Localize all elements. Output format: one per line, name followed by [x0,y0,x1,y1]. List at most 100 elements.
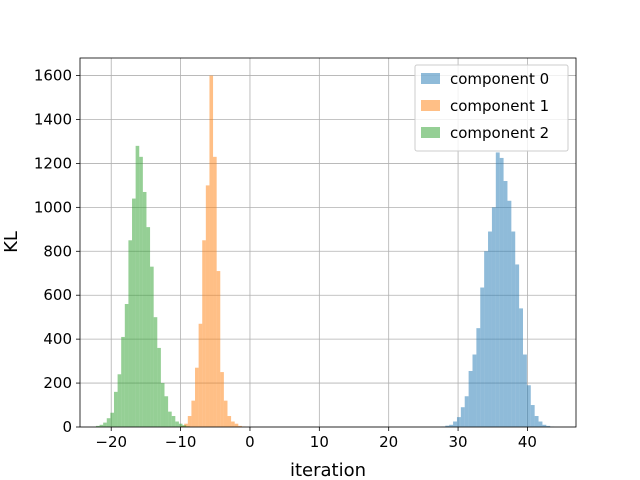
histogram-bar [453,421,457,427]
histogram-bar [213,156,217,427]
histogram-bar [132,198,136,427]
histogram-bars [95,75,555,428]
histogram-bar [445,425,450,427]
histogram-bar [480,287,485,427]
histogram-bar [530,405,535,427]
histogram-bar [507,200,512,427]
histogram-bar [202,240,206,427]
histogram-bar [220,372,224,427]
histogram-bar [103,422,107,427]
histogram-bar [515,264,520,427]
y-tick-label: 600 [43,286,72,304]
plot-frame [79,57,577,428]
histogram-bar [460,407,465,427]
legend-swatch-component-0 [421,73,440,84]
histogram-bar [534,416,539,427]
x-tick-label: 30 [449,433,468,451]
y-tick-label: 1400 [34,111,72,129]
histogram-bar [484,251,489,427]
legend-frame [414,64,569,152]
histogram-bar [472,354,477,427]
x-axis-ticks: −20 −10 0 10 20 30 40 [95,427,537,451]
legend-swatch-component-1 [421,100,440,111]
x-axis-label: iteration [290,460,366,480]
histogram-bar [495,152,500,428]
histogram-bar [198,323,203,427]
histogram-bar [216,271,221,427]
y-tick-label: 400 [43,330,72,348]
histogram-bar [526,385,531,427]
histogram-bar [223,400,228,427]
histogram-bar [187,416,192,427]
histogram-bar [476,328,481,427]
histogram-bar [519,308,524,427]
histogram-bar [468,370,473,427]
histogram-bar [128,240,133,427]
series-0-bars [441,152,555,428]
histogram-bar [191,400,196,427]
histogram-bar [205,185,210,427]
histogram-bar [135,145,140,427]
histogram-bar [238,425,242,427]
x-tick-label: −10 [165,433,197,451]
x-tick-label: −20 [95,433,127,451]
histogram-bar [139,156,143,427]
histogram-bar [117,374,122,427]
histogram-bar [488,231,492,427]
histogram-bar [209,75,214,428]
y-tick-label: 0 [62,418,72,436]
histogram-bar [542,424,547,427]
histogram-bar [164,396,169,427]
histogram-bar [231,421,235,427]
legend-swatch-component-2 [421,127,440,138]
x-tick-label: 10 [310,433,329,451]
x-tick-label: 0 [245,433,255,451]
histogram-bar [227,416,232,427]
histogram-bar [171,416,176,427]
y-tick-label: 1600 [34,67,72,85]
histogram-bar [110,412,114,427]
histogram-bar [499,157,504,427]
histogram-bar [99,424,104,427]
histogram-bar [546,425,551,427]
histogram-bar [234,423,239,427]
histogram-bar [153,317,158,427]
histogram-bar [150,266,154,427]
histogram-bar [523,354,527,427]
y-axis-label: KL [1,231,22,253]
histogram-bar [175,421,179,427]
histogram-bar [168,411,172,427]
x-tick-label: 40 [518,433,537,451]
legend-label-component-1: component 1 [450,97,549,115]
histogram-bar [142,191,147,427]
histogram-bar [538,421,543,427]
histogram-bar [124,304,129,427]
legend-label-component-0: component 0 [450,70,549,88]
histogram-bar [511,231,516,427]
histogram-bar [456,417,461,427]
histogram-bar [160,383,165,427]
series-2-bars [95,145,190,427]
histogram-bar [503,181,508,427]
series-1-bars [180,75,246,428]
histogram-bar [113,391,118,427]
histogram-bar [146,227,151,427]
y-axis-ticks: 0 200 400 600 800 1000 1200 1400 1600 [34,67,80,436]
histogram-bar [106,418,111,427]
histogram-bar [178,423,183,427]
histogram-bar [182,425,187,427]
legend: component 0 component 1 component 2 [414,64,569,152]
y-tick-label: 1000 [34,198,72,216]
y-tick-label: 1200 [34,154,72,172]
legend-label-component-2: component 2 [450,124,549,142]
histogram-bar [157,347,161,427]
histogram-bar [491,207,496,427]
histogram-bar [121,336,125,427]
histogram-bar [464,396,469,427]
y-tick-label: 800 [43,242,72,260]
x-tick-label: 20 [379,433,398,451]
histogram-bar [449,424,454,427]
histogram-bar [95,425,100,427]
histogram-bar [195,367,199,427]
